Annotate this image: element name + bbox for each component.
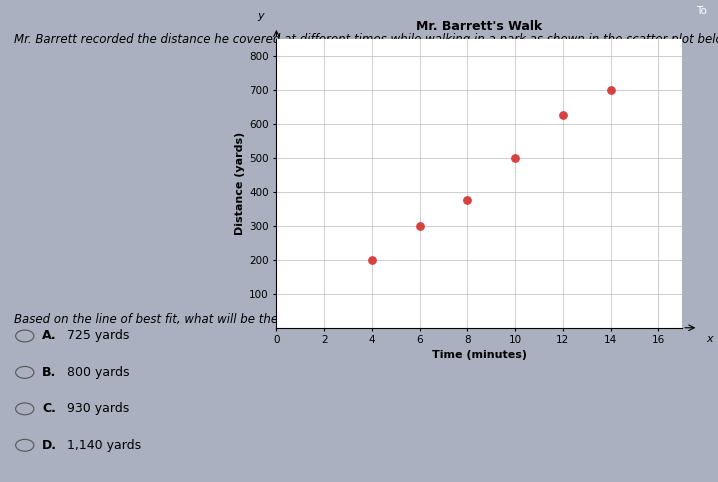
Y-axis label: Distance (yards): Distance (yards)	[235, 132, 245, 235]
Text: Based on the line of best fit, what will be the distance Mr. Barrett has walked : Based on the line of best fit, what will…	[14, 313, 577, 326]
Title: Mr. Barrett's Walk: Mr. Barrett's Walk	[416, 20, 542, 33]
Text: To: To	[696, 6, 707, 16]
Text: C.: C.	[42, 402, 56, 415]
Text: y: y	[257, 11, 264, 21]
Text: 725 yards: 725 yards	[67, 330, 129, 343]
Text: B.: B.	[42, 366, 57, 379]
Point	[462, 196, 473, 204]
Point	[557, 111, 569, 119]
Point	[605, 86, 616, 94]
X-axis label: Time (minutes): Time (minutes)	[432, 349, 527, 360]
Point	[509, 154, 521, 161]
Text: A.: A.	[42, 330, 57, 343]
Text: 1,140 yards: 1,140 yards	[67, 439, 141, 452]
Text: 800 yards: 800 yards	[67, 366, 129, 379]
Point	[414, 222, 425, 229]
Text: 930 yards: 930 yards	[67, 402, 129, 415]
Point	[366, 256, 378, 264]
Text: D.: D.	[42, 439, 57, 452]
Text: x: x	[707, 335, 713, 344]
Text: Mr. Barrett recorded the distance he covered at different times while walking in: Mr. Barrett recorded the distance he cov…	[14, 33, 718, 46]
